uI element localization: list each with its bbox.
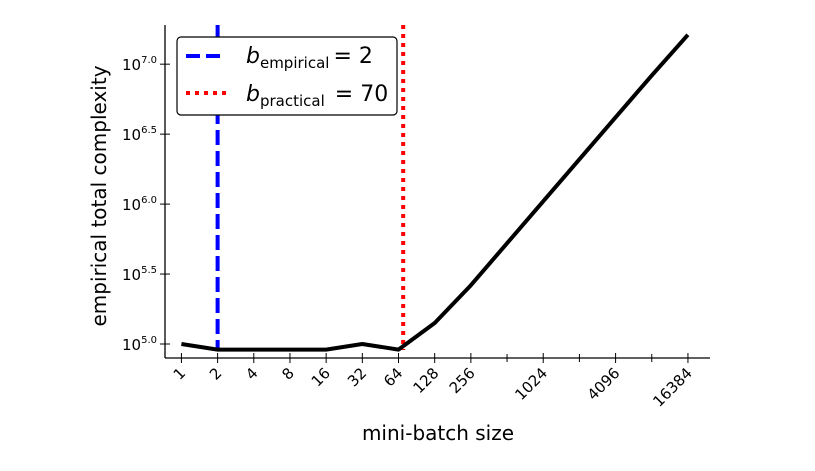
x-axis-label: mini-batch size bbox=[362, 421, 514, 445]
y-tick-label: 105.0 bbox=[122, 335, 157, 354]
y-axis-label: empirical total complexity bbox=[87, 65, 111, 326]
x-tick-label: 2 bbox=[206, 364, 225, 383]
legend-label-practical: bpractical = 70 bbox=[246, 82, 388, 110]
x-tick-label: 64 bbox=[380, 364, 406, 390]
x-tick-label: 4 bbox=[242, 364, 261, 383]
y-tick-label: 106.0 bbox=[122, 195, 157, 214]
x-tick-label: 1024 bbox=[511, 364, 551, 404]
legend: bempirical = 2 bpractical = 70 bbox=[176, 36, 398, 116]
x-tick-label: 16384 bbox=[649, 364, 695, 410]
x-tick-label: 128 bbox=[410, 364, 443, 397]
x-tick-label: 32 bbox=[344, 364, 370, 390]
x-tick-label: 16 bbox=[308, 364, 334, 390]
x-tick-label: 4096 bbox=[584, 364, 624, 404]
series-line bbox=[181, 33, 690, 352]
legend-label-empirical: bempirical = 2 bbox=[246, 44, 373, 72]
legend-box bbox=[176, 36, 398, 116]
x-tick-label: 8 bbox=[278, 364, 297, 383]
y-tick-label: 105.5 bbox=[122, 265, 157, 284]
y-tick-label: 107.0 bbox=[122, 55, 157, 74]
x-tick-label: 256 bbox=[446, 364, 479, 397]
x-tick-label: 1 bbox=[170, 364, 189, 383]
y-tick-label: 106.5 bbox=[122, 125, 157, 144]
